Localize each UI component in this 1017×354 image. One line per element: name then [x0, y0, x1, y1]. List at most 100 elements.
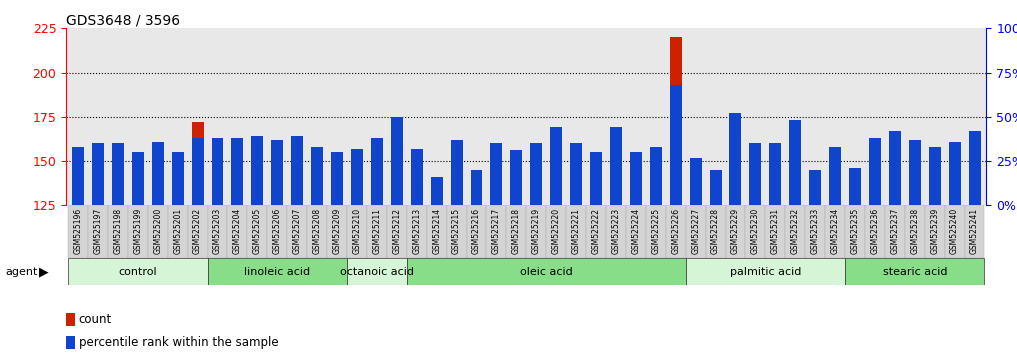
Text: GSM525209: GSM525209 [333, 208, 342, 254]
Text: GSM525199: GSM525199 [133, 208, 142, 254]
FancyBboxPatch shape [267, 205, 287, 258]
Bar [272, 140, 284, 205]
Bar [411, 149, 423, 205]
Text: GSM525231: GSM525231 [771, 208, 780, 254]
Text: GSM525211: GSM525211 [372, 208, 381, 254]
Bar [869, 158, 881, 205]
Bar [72, 147, 84, 205]
Text: GSM525205: GSM525205 [253, 208, 261, 254]
Text: GSM525216: GSM525216 [472, 208, 481, 254]
Bar [710, 170, 721, 205]
FancyBboxPatch shape [347, 205, 367, 258]
Text: GSM525212: GSM525212 [393, 208, 402, 254]
Bar [291, 145, 303, 205]
Bar [769, 143, 781, 205]
Text: GSM525235: GSM525235 [850, 208, 859, 254]
Bar [949, 156, 961, 205]
Bar [72, 152, 84, 205]
Text: linoleic acid: linoleic acid [244, 267, 310, 277]
Bar [750, 143, 762, 205]
Bar [610, 138, 622, 205]
Bar [311, 161, 323, 205]
Bar [451, 140, 463, 205]
Text: GSM525196: GSM525196 [73, 208, 82, 254]
Text: GSM525225: GSM525225 [651, 208, 660, 254]
Text: control: control [119, 267, 158, 277]
Bar [451, 152, 463, 205]
FancyBboxPatch shape [825, 205, 845, 258]
Bar [968, 131, 980, 205]
FancyBboxPatch shape [68, 205, 88, 258]
Bar [550, 127, 562, 205]
Bar [471, 170, 482, 205]
Bar [172, 152, 184, 205]
Bar [251, 136, 263, 205]
Text: GSM525240: GSM525240 [950, 208, 959, 254]
Bar [112, 143, 124, 205]
FancyBboxPatch shape [207, 258, 347, 285]
FancyBboxPatch shape [845, 258, 984, 285]
Text: ▶: ▶ [39, 265, 48, 278]
FancyBboxPatch shape [527, 205, 546, 258]
Bar [332, 175, 343, 205]
FancyBboxPatch shape [706, 205, 725, 258]
Bar [590, 152, 602, 205]
Bar [511, 159, 523, 205]
Text: GSM525206: GSM525206 [273, 208, 282, 254]
FancyBboxPatch shape [685, 205, 706, 258]
Text: GSM525227: GSM525227 [692, 208, 700, 254]
Text: GSM525224: GSM525224 [632, 208, 641, 254]
Text: GDS3648 / 3596: GDS3648 / 3596 [66, 13, 180, 27]
Bar [66, 336, 75, 349]
Bar [411, 165, 423, 205]
Text: GSM525204: GSM525204 [233, 208, 242, 254]
Bar [769, 152, 781, 205]
FancyBboxPatch shape [207, 205, 228, 258]
Bar [251, 142, 263, 205]
FancyBboxPatch shape [147, 205, 168, 258]
Text: GSM525229: GSM525229 [731, 208, 740, 254]
FancyBboxPatch shape [446, 205, 467, 258]
Bar [849, 179, 861, 205]
Bar [92, 147, 104, 205]
FancyBboxPatch shape [247, 205, 267, 258]
Bar [511, 150, 523, 205]
Bar [909, 152, 920, 205]
Bar [729, 113, 741, 205]
Bar [929, 161, 941, 205]
Text: GSM525219: GSM525219 [532, 208, 541, 254]
FancyBboxPatch shape [506, 205, 527, 258]
FancyBboxPatch shape [228, 205, 247, 258]
Bar [191, 122, 203, 205]
Bar [232, 138, 243, 205]
Bar [391, 117, 403, 205]
FancyBboxPatch shape [666, 205, 685, 258]
Text: GSM525222: GSM525222 [592, 208, 600, 254]
Bar [172, 166, 184, 205]
Bar [869, 138, 881, 205]
FancyBboxPatch shape [845, 205, 865, 258]
Bar [571, 152, 582, 205]
FancyBboxPatch shape [586, 205, 606, 258]
Text: GSM525218: GSM525218 [512, 208, 521, 254]
Bar [430, 200, 442, 205]
FancyBboxPatch shape [785, 205, 805, 258]
FancyBboxPatch shape [187, 205, 207, 258]
Bar [132, 173, 143, 205]
Bar [590, 165, 602, 205]
FancyBboxPatch shape [805, 205, 825, 258]
Bar [311, 147, 323, 205]
FancyBboxPatch shape [646, 205, 666, 258]
Text: GSM525201: GSM525201 [173, 208, 182, 254]
Bar [371, 138, 382, 205]
Bar [650, 158, 662, 205]
FancyBboxPatch shape [924, 205, 945, 258]
Bar [371, 140, 382, 205]
Text: GSM525214: GSM525214 [432, 208, 441, 254]
Bar [212, 138, 224, 205]
Bar [391, 117, 403, 205]
Text: percentile rank within the sample: percentile rank within the sample [79, 336, 279, 349]
Bar [750, 152, 762, 205]
FancyBboxPatch shape [546, 205, 566, 258]
Text: GSM525228: GSM525228 [711, 208, 720, 254]
